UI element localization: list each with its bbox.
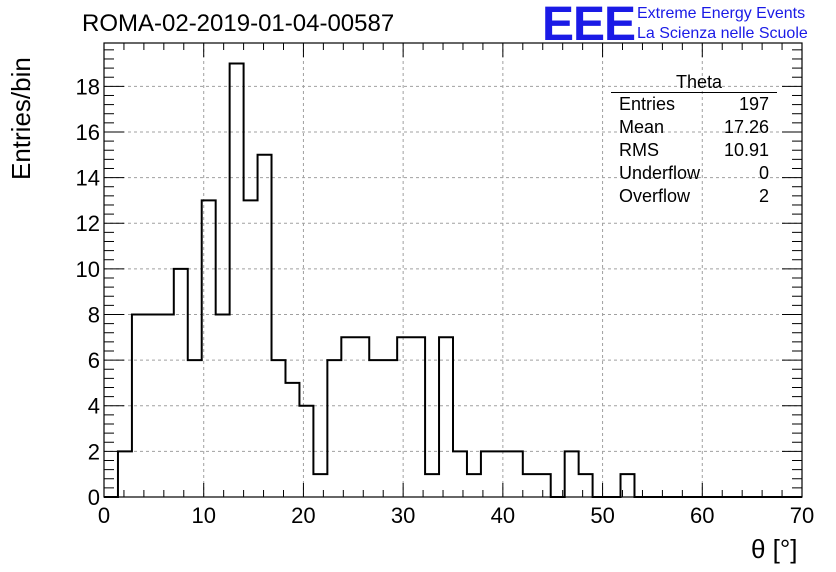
stats-label: Entries [619, 94, 676, 114]
y-tick-label: 0 [88, 485, 100, 510]
stats-label: Mean [619, 117, 665, 137]
stats-label: Overflow [619, 186, 691, 206]
logo-caption: Extreme Energy Events La Scienza nelle S… [637, 4, 808, 44]
y-tick-label: 8 [88, 302, 100, 327]
x-tick-label: 50 [590, 503, 614, 528]
stats-row-overflow: Overflow 2 [611, 185, 777, 208]
x-tick-label: 20 [291, 503, 315, 528]
logo-caption-line1: Extreme Energy Events [637, 5, 806, 22]
x-tick-label: 70 [790, 503, 814, 528]
y-tick-label: 6 [88, 348, 100, 373]
y-tick-label: 2 [88, 439, 100, 464]
y-tick-label: 18 [76, 74, 100, 99]
y-tick-label: 4 [88, 394, 100, 419]
stats-title: Theta [611, 72, 777, 93]
stats-label: RMS [619, 140, 659, 160]
plot-frame [103, 42, 803, 498]
stats-row-entries: Entries 197 [611, 93, 777, 116]
stats-value: 10.91 [723, 140, 769, 160]
y-tick-label: 10 [76, 257, 100, 282]
stats-box: Theta Entries 197 Mean 17.26 RMS 10.91 U… [611, 72, 777, 208]
stats-value: 197 [738, 94, 769, 114]
chart-title: ROMA-02-2019-01-04-00587 [82, 10, 395, 37]
stats-value: 2 [758, 186, 769, 206]
stats-row-mean: Mean 17.26 [611, 116, 777, 139]
x-axis-title: θ [°] [751, 534, 798, 564]
x-tick-label: 30 [391, 503, 415, 528]
x-tick-label: 10 [191, 503, 215, 528]
stats-label: Underflow [619, 163, 701, 183]
y-tick-label: 16 [76, 120, 100, 145]
y-tick-label: 12 [76, 211, 100, 236]
histogram-outline [104, 62, 802, 498]
stats-row-underflow: Underflow 0 [611, 162, 777, 185]
stats-value: 17.26 [723, 117, 769, 137]
stats-row-rms: RMS 10.91 [611, 139, 777, 162]
x-tick-label: 0 [98, 503, 110, 528]
y-tick-label: 14 [76, 166, 100, 191]
stats-value: 0 [758, 163, 769, 183]
y-axis-title: Entries/bin [6, 57, 36, 180]
logo-caption-line2: La Scienza nelle Scuole [637, 25, 808, 42]
x-tick-label: 40 [491, 503, 515, 528]
x-tick-label: 60 [690, 503, 714, 528]
eee-logo: EEE [542, 0, 636, 51]
